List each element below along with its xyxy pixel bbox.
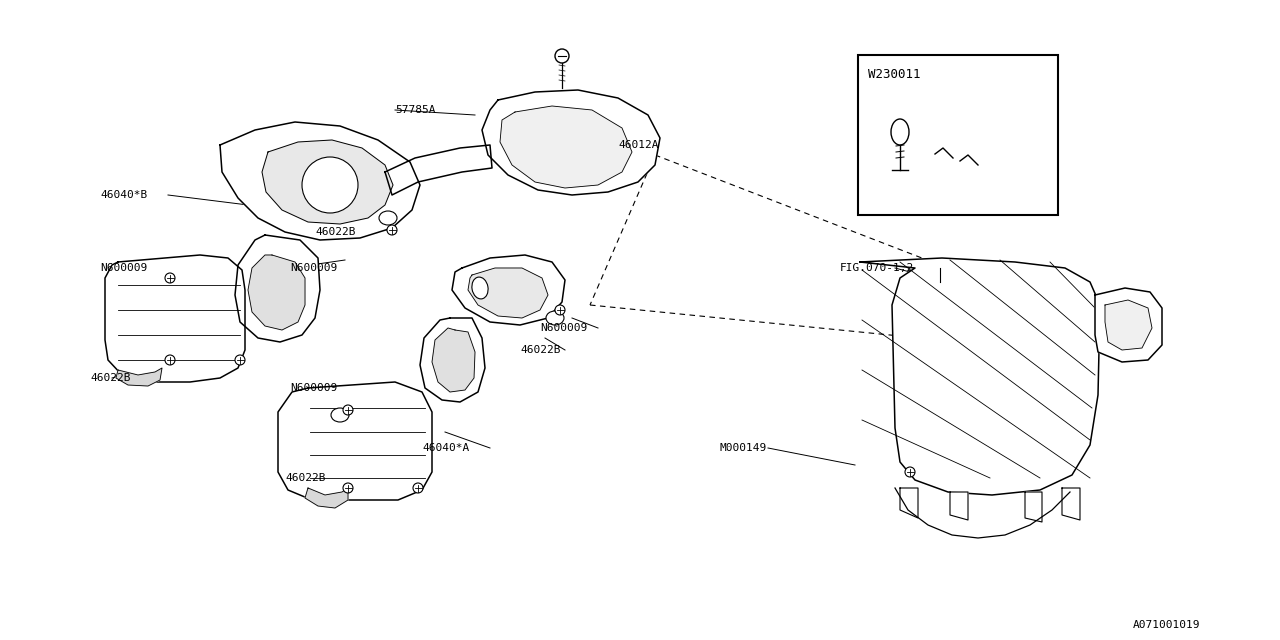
Ellipse shape xyxy=(547,311,564,325)
Text: W230011: W230011 xyxy=(868,68,920,81)
Text: N600009: N600009 xyxy=(291,263,337,273)
Text: N600009: N600009 xyxy=(291,383,337,393)
Text: 57785A: 57785A xyxy=(396,105,435,115)
Circle shape xyxy=(236,355,244,365)
Polygon shape xyxy=(248,255,305,330)
Polygon shape xyxy=(262,140,393,224)
Polygon shape xyxy=(278,382,433,500)
Polygon shape xyxy=(468,268,548,318)
Text: M000149: M000149 xyxy=(719,443,767,453)
Polygon shape xyxy=(433,328,475,392)
Circle shape xyxy=(387,225,397,235)
Polygon shape xyxy=(305,488,348,508)
Polygon shape xyxy=(452,255,564,325)
Text: 46022B: 46022B xyxy=(520,345,561,355)
Text: N600009: N600009 xyxy=(540,323,588,333)
Circle shape xyxy=(302,157,358,213)
Circle shape xyxy=(343,483,353,493)
Ellipse shape xyxy=(379,211,397,225)
Polygon shape xyxy=(483,90,660,195)
Circle shape xyxy=(165,273,175,283)
Text: 46040*A: 46040*A xyxy=(422,443,470,453)
Text: 46022B: 46022B xyxy=(285,473,325,483)
Text: FIG.070-1,2: FIG.070-1,2 xyxy=(840,263,914,273)
Text: 46040*B: 46040*B xyxy=(100,190,147,200)
Polygon shape xyxy=(385,145,492,195)
Polygon shape xyxy=(420,318,485,402)
Bar xyxy=(858,55,1059,215)
Polygon shape xyxy=(116,368,163,386)
Polygon shape xyxy=(900,488,918,518)
Polygon shape xyxy=(1062,488,1080,520)
Circle shape xyxy=(343,405,353,415)
Polygon shape xyxy=(1025,492,1042,522)
Text: N600009: N600009 xyxy=(100,263,147,273)
Circle shape xyxy=(165,355,175,365)
Circle shape xyxy=(556,305,564,315)
Polygon shape xyxy=(236,235,320,342)
Polygon shape xyxy=(950,492,968,520)
Circle shape xyxy=(413,483,422,493)
Polygon shape xyxy=(1105,300,1152,350)
Ellipse shape xyxy=(332,408,349,422)
Polygon shape xyxy=(105,255,244,382)
Circle shape xyxy=(556,49,570,63)
Text: 46012A: 46012A xyxy=(618,140,658,150)
Text: A071001019: A071001019 xyxy=(1133,620,1201,630)
Polygon shape xyxy=(500,106,632,188)
Circle shape xyxy=(905,467,915,477)
Text: 46022B: 46022B xyxy=(90,373,131,383)
Text: 46022B: 46022B xyxy=(315,227,356,237)
Ellipse shape xyxy=(472,277,488,299)
Polygon shape xyxy=(860,258,1100,495)
Ellipse shape xyxy=(891,119,909,145)
Polygon shape xyxy=(1094,288,1162,362)
Polygon shape xyxy=(220,122,420,240)
